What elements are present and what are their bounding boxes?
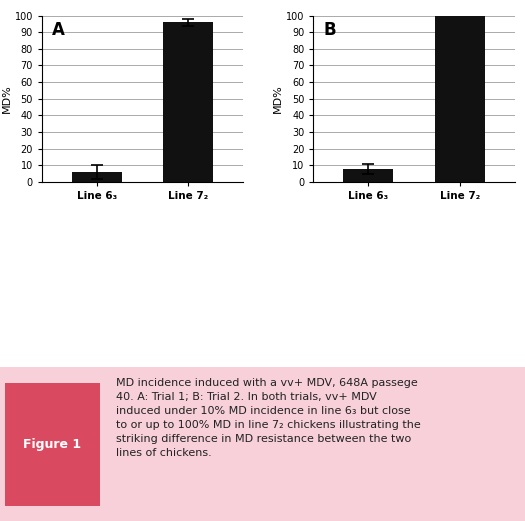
Text: MD incidence induced with a vv+ MDV, 648A passege
40. A: Trial 1; B: Trial 2. In: MD incidence induced with a vv+ MDV, 648… [116, 378, 420, 458]
Text: A: A [52, 21, 65, 39]
Bar [343, 169, 393, 182]
Bar [435, 16, 485, 182]
Text: Figure 1: Figure 1 [24, 438, 81, 451]
Text: B: B [323, 21, 336, 39]
Y-axis label: MD%: MD% [273, 84, 284, 113]
FancyBboxPatch shape [0, 367, 525, 521]
Bar [163, 22, 213, 182]
Y-axis label: MD%: MD% [2, 84, 12, 113]
Bar [72, 172, 122, 182]
FancyBboxPatch shape [5, 382, 100, 505]
